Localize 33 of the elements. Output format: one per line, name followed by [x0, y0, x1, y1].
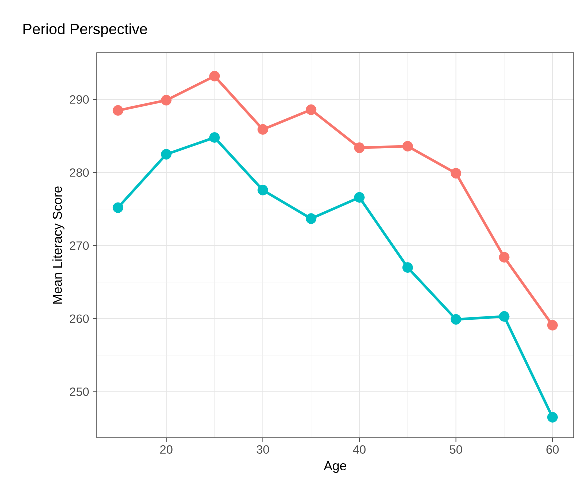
point	[161, 95, 172, 106]
point	[210, 71, 220, 82]
y-axis-title: Mean Literacy Score	[52, 186, 65, 304]
point	[354, 192, 365, 203]
point	[547, 412, 558, 423]
point	[354, 142, 365, 154]
point	[210, 132, 220, 144]
point	[450, 314, 462, 325]
point	[402, 262, 414, 274]
point	[258, 124, 268, 135]
x-tick-label: 20	[160, 446, 173, 454]
point	[112, 202, 124, 214]
y-tick-label: 280	[70, 168, 90, 178]
y-tick-label: 290	[70, 96, 90, 104]
point	[258, 185, 268, 196]
point	[306, 214, 317, 224]
point	[306, 104, 317, 116]
y-tick-label: 270	[70, 242, 90, 250]
x-tick-label: 40	[353, 446, 366, 454]
point	[499, 311, 510, 322]
point	[161, 149, 172, 160]
y-tick-label: 260	[70, 314, 90, 324]
y-tick-label: 250	[70, 388, 90, 396]
point	[450, 168, 462, 179]
point	[547, 320, 558, 331]
point	[499, 252, 510, 263]
chart-title: Period Perspective	[24, 24, 148, 38]
point	[402, 141, 414, 152]
point	[112, 105, 124, 116]
x-tick-label: 30	[256, 446, 270, 454]
x-axis-title: Age	[324, 462, 346, 474]
x-tick-label: 60	[546, 446, 559, 454]
x-tick-label: 50	[450, 446, 462, 454]
